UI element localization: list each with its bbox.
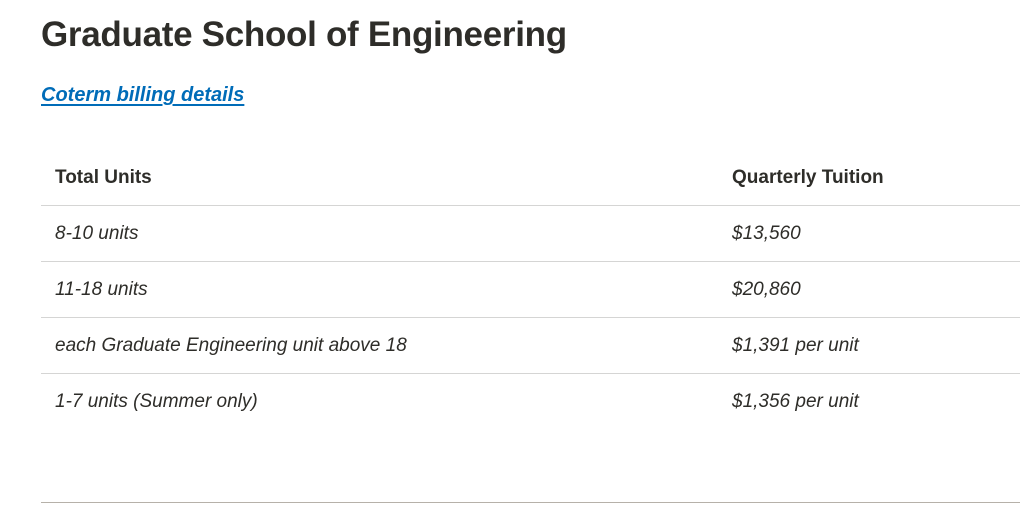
units-cell: 8-10 units bbox=[55, 222, 139, 244]
tuition-cell: $1,391 per unit bbox=[718, 317, 1020, 374]
units-cell: 11-18 units bbox=[41, 261, 718, 318]
tuition-cell: $20,860 bbox=[718, 261, 1020, 318]
units-cell: each Graduate Engineering unit above 18 bbox=[41, 317, 718, 374]
tuition-table: Total Units Quarterly Tuition 8-10 units… bbox=[41, 150, 1020, 429]
section-divider bbox=[41, 502, 1020, 503]
table-header-row: Total Units Quarterly Tuition bbox=[41, 150, 1020, 206]
column-header-total-units: Total Units bbox=[41, 150, 718, 206]
table-row: 1-7 units (Summer only) $1,356 per unit bbox=[41, 373, 1020, 429]
units-cell: 1-7 units (Summer only) bbox=[41, 373, 718, 429]
coterm-billing-link[interactable]: Coterm billing details bbox=[41, 84, 245, 106]
column-header-quarterly-tuition: Quarterly Tuition bbox=[718, 150, 1020, 206]
table-row: 11-18 units $20,860 bbox=[41, 261, 1020, 318]
page-title: Graduate School of Engineering bbox=[41, 15, 567, 54]
tuition-cell: $1,356 per unit bbox=[718, 373, 1020, 429]
tuition-cell: $13,560 bbox=[732, 222, 801, 244]
table-row: 8-10 units $13,560 bbox=[41, 206, 1020, 262]
table-row: each Graduate Engineering unit above 18 … bbox=[41, 317, 1020, 374]
